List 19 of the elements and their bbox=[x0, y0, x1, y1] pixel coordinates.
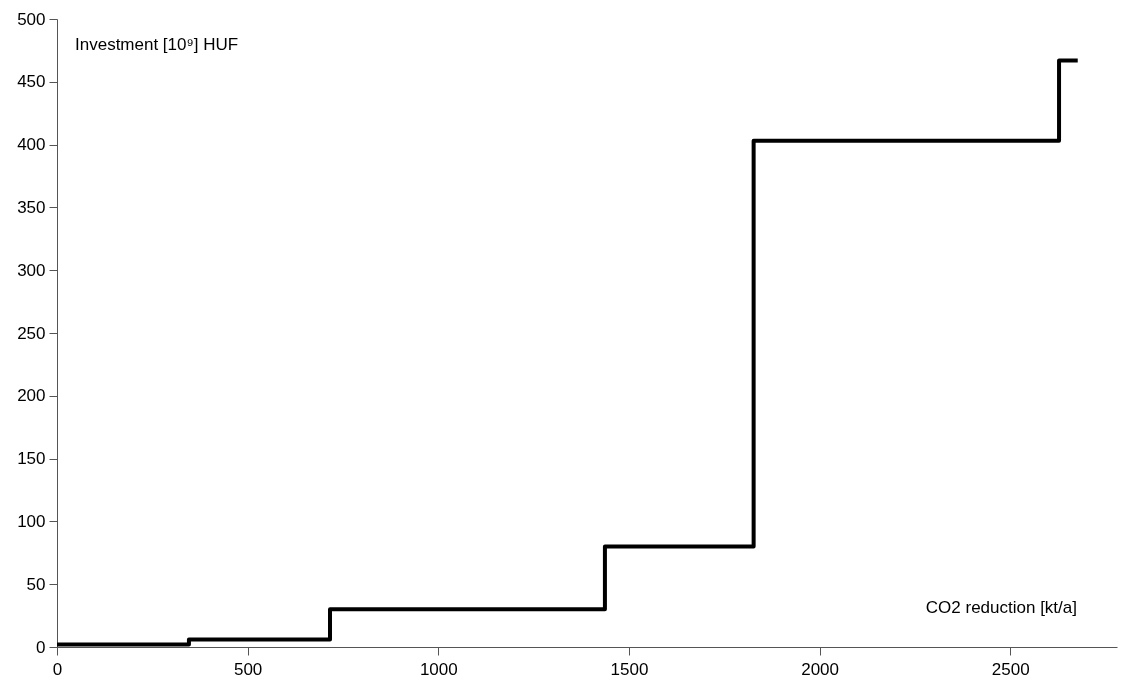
y-tick-label: 350 bbox=[17, 197, 46, 217]
y-tick-label: 100 bbox=[17, 511, 46, 531]
x-tick-label: 1500 bbox=[610, 659, 649, 679]
x-tick-label: 1000 bbox=[419, 659, 458, 679]
y-tick-label: 150 bbox=[17, 449, 46, 469]
y-tick-label: 300 bbox=[17, 260, 46, 280]
y-tick-label: 500 bbox=[17, 9, 46, 29]
y-tick-label: 450 bbox=[17, 72, 46, 92]
y-tick-label: 250 bbox=[17, 323, 46, 343]
y-axis-title: Investment [10⁹] HUF bbox=[75, 35, 239, 54]
x-tick-label: 500 bbox=[233, 659, 263, 679]
x-tick-label: 2500 bbox=[991, 659, 1030, 679]
y-tick-label: 200 bbox=[17, 386, 46, 406]
x-tick-label: 2000 bbox=[801, 659, 839, 679]
x-axis-title: CO2 reduction [kt/a] bbox=[925, 598, 1077, 617]
x-tick-label: 0 bbox=[52, 659, 63, 679]
y-tick-label: 400 bbox=[17, 135, 46, 155]
y-tick-label: 50 bbox=[26, 574, 46, 594]
y-tick-label: 0 bbox=[36, 637, 46, 657]
